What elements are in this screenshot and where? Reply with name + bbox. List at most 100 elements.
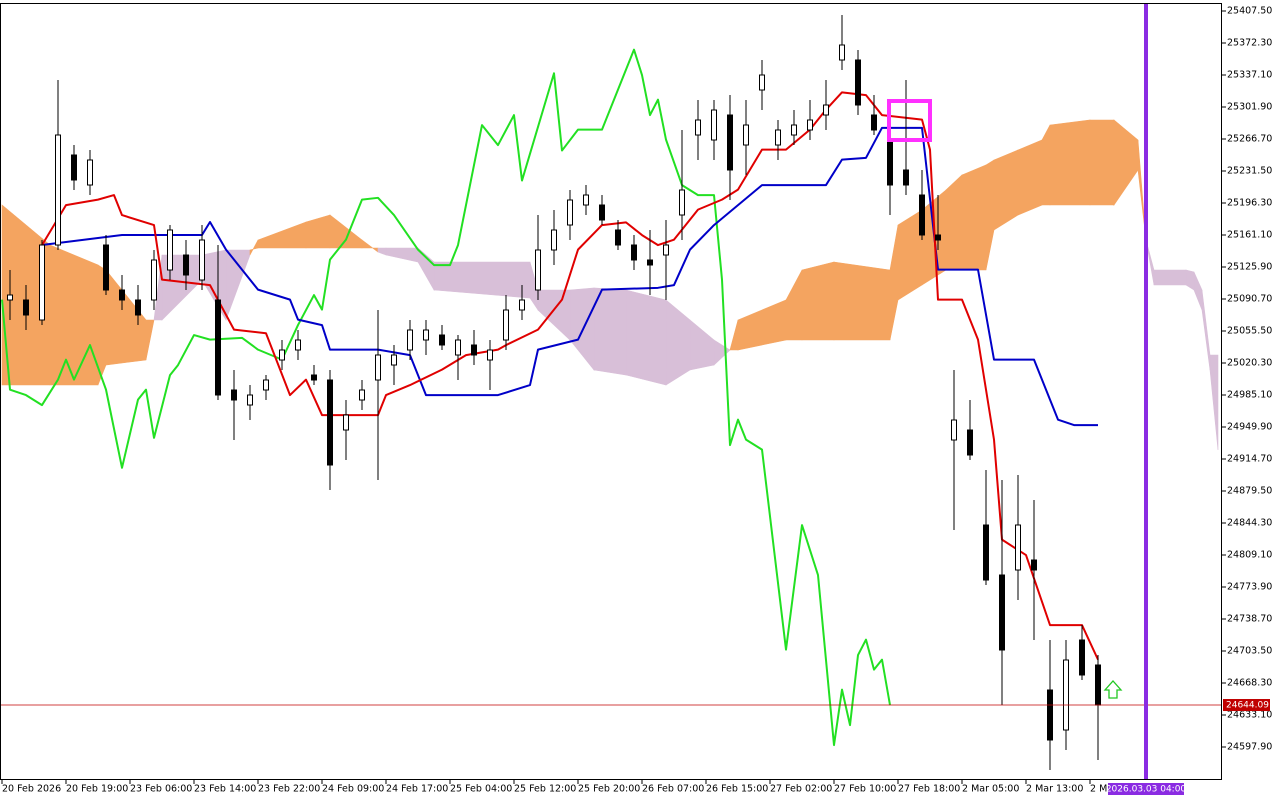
candle-body (183, 254, 189, 276)
y-tick-label: 24633.10 (1227, 710, 1272, 721)
candle-body (567, 199, 573, 226)
cloud-segment (145, 319, 155, 361)
candle-body (215, 299, 221, 396)
indicator-layer (1, 48, 1099, 747)
indicator-line (1, 48, 891, 747)
candle-body (679, 189, 685, 216)
candle-body (199, 239, 205, 281)
candle-body (615, 229, 621, 246)
candle-body (423, 329, 429, 341)
y-tick-label: 24949.90 (1227, 422, 1272, 433)
candle-body (727, 114, 733, 171)
candle-body (535, 249, 541, 291)
y-tick-label: 25090.70 (1227, 294, 1272, 305)
candle-body (23, 299, 29, 316)
candle-body (375, 354, 381, 381)
cloud-segment (1049, 119, 1091, 206)
y-tick-label: 24879.50 (1227, 486, 1272, 497)
y-tick-label: 25196.30 (1227, 198, 1272, 209)
cloud-segment (833, 261, 891, 341)
y-tick-label: 25301.90 (1227, 102, 1272, 113)
candle-body (439, 334, 445, 346)
x-tick-label: 25 Feb 20:00 (578, 784, 640, 795)
time-marker-label: 2026.03.03 04:00 (1106, 785, 1187, 795)
candle-body (967, 429, 973, 456)
x-tick-label: 25 Feb 12:00 (514, 784, 576, 795)
y-tick-label: 24914.70 (1227, 454, 1272, 465)
cloud-segment (961, 164, 987, 271)
x-tick-label: 2 Mar 05:00 (962, 784, 1019, 795)
candle-body (471, 344, 477, 356)
candle-body (39, 244, 45, 321)
y-tick-label: 25266.70 (1227, 134, 1272, 145)
candle-body (231, 389, 237, 401)
candle-body (87, 159, 93, 186)
candle-body (695, 119, 701, 136)
candle-body (551, 229, 557, 251)
candle-body (343, 414, 349, 431)
candle-body (119, 289, 125, 301)
y-tick-label: 24668.30 (1227, 678, 1272, 689)
candle-body (999, 574, 1005, 651)
cloud-segment (593, 287, 627, 376)
candle-body (839, 44, 845, 61)
candle-body (263, 379, 269, 391)
current-price-tag (1223, 699, 1270, 712)
candle-body (503, 309, 509, 341)
candle-body (7, 294, 13, 301)
candle-layer (7, 15, 1101, 770)
candle-body (807, 119, 813, 131)
y-tick-label: 24985.10 (1227, 390, 1272, 401)
x-tick-label: 24 Feb 17:00 (386, 784, 448, 795)
y-tick-label: 24773.90 (1227, 582, 1272, 593)
plot-frame (0, 3, 1222, 780)
cloud-segment (897, 209, 923, 301)
candle-body (983, 524, 989, 581)
cloud-layer (1, 119, 1219, 451)
candle-body (631, 244, 637, 261)
candle-body (71, 154, 77, 181)
candle-body (823, 104, 829, 116)
x-tick-label: 26 Feb 15:00 (706, 784, 768, 795)
x-tick-label: 27 Feb 02:00 (770, 784, 832, 795)
candle-body (455, 339, 461, 356)
candle-body (743, 124, 749, 146)
x-tick-label: 27 Feb 18:00 (898, 784, 960, 795)
buy-arrow (1103, 680, 1123, 699)
candle-body (359, 389, 365, 401)
y-tick-label: 24844.30 (1227, 518, 1272, 529)
candle-body (103, 244, 109, 291)
candle-body (1095, 664, 1101, 706)
y-tick-label: 25372.30 (1227, 38, 1272, 49)
cloud-segment (1089, 119, 1115, 206)
candle-body (311, 374, 317, 381)
candle-body (759, 74, 765, 91)
y-tick-label: 25407.50 (1227, 6, 1272, 17)
indicator-line (41, 126, 1098, 427)
candle-body (1063, 659, 1069, 731)
candle-body (1079, 639, 1085, 676)
candle-body (391, 354, 397, 366)
candle-body (663, 244, 669, 256)
cloud-segment (1017, 139, 1043, 216)
x-tick-label: 25 Feb 04:00 (450, 784, 512, 795)
candle-body (327, 379, 333, 466)
x-tick-label: 24 Feb 09:00 (322, 784, 384, 795)
y-tick-label: 25161.10 (1227, 230, 1272, 241)
x-tick-label: 2 M (1090, 784, 1107, 795)
candle-body (583, 194, 589, 206)
x-tick-label: 20 Feb 2026 (2, 784, 61, 795)
x-tick-label: 26 Feb 07:00 (642, 784, 704, 795)
candle-body (279, 349, 285, 361)
candle-body (935, 234, 941, 241)
candle-body (775, 129, 781, 146)
highlight-box (887, 99, 932, 142)
cloud-segment (713, 339, 731, 366)
cloud-segment (625, 289, 667, 386)
candle-body (407, 329, 413, 351)
candle-body (55, 134, 61, 246)
candle-body (887, 139, 893, 186)
x-tick-label: 27 Feb 10:00 (834, 784, 896, 795)
y-tick-label: 24597.90 (1227, 742, 1272, 753)
cloud-segment (1153, 269, 1187, 286)
